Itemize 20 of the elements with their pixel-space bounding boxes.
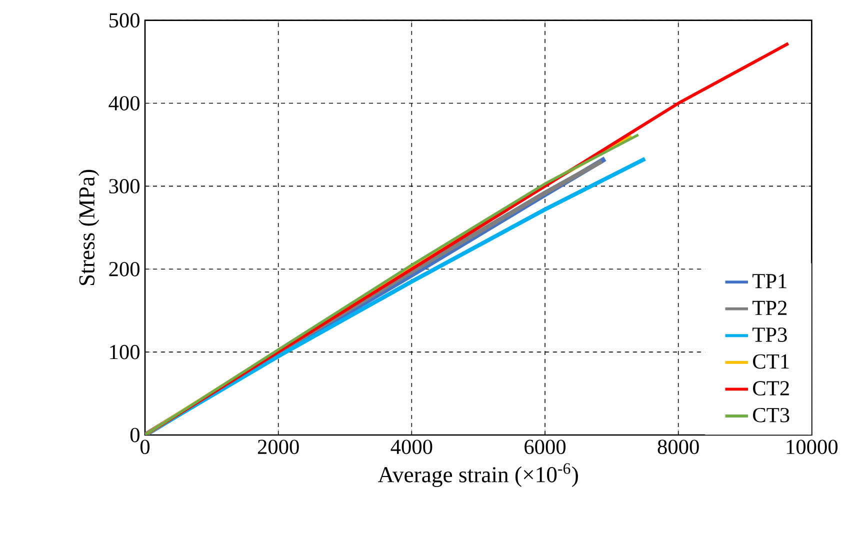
y-axis-title: Stress (MPa) [78,170,100,286]
legend-label: CT1 [753,354,789,369]
legend-label: TP3 [752,328,787,342]
x-tick-label: 6000 [524,440,566,454]
legend-label: CT3 [753,408,790,422]
x-tick-label: 2000 [258,440,299,454]
x-tick-label: 4000 [390,440,432,454]
y-tick-label: 200 [109,262,140,276]
legend-label: CT2 [753,381,789,396]
x-tick-label: 8000 [658,440,699,454]
y-tick-label: 300 [109,179,140,194]
y-tick-label: 100 [110,344,140,360]
x-tick-label: 0 [140,440,150,454]
y-tick-label: 400 [108,96,140,110]
x-axis-title: Average strain (×10$^{-6}$) [378,463,578,488]
y-tick-label: 500 [110,13,140,28]
x-tick-label: 10000 [786,440,838,454]
legend-label: TP2 [752,300,787,315]
y-tick-label: 0 [130,428,140,442]
legend-label: TP1 [752,274,786,288]
